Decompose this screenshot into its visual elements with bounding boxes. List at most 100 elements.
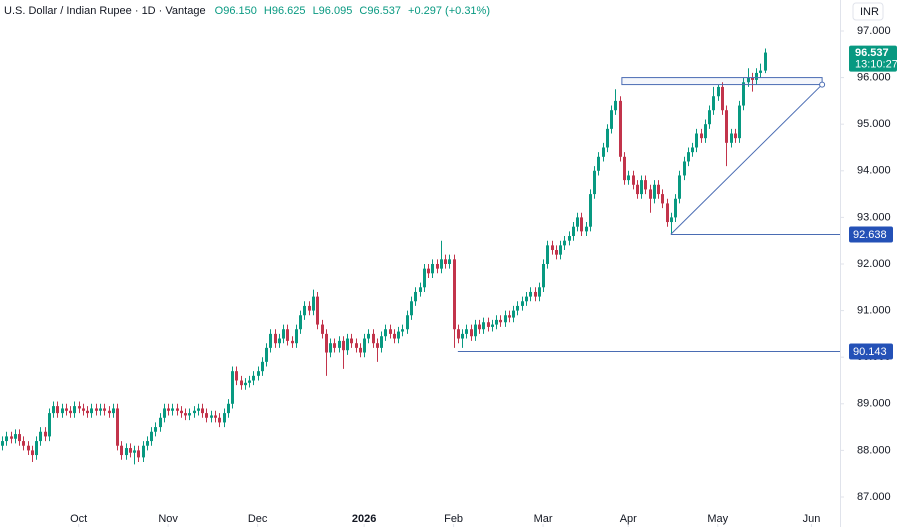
candle-body (146, 441, 149, 446)
candle-body (18, 434, 21, 442)
candle-body (482, 322, 485, 330)
candle-body (717, 86, 720, 97)
candle-body (580, 217, 583, 232)
candle-body (640, 180, 643, 195)
candle-body (39, 431, 42, 442)
candle-body (538, 287, 541, 297)
y-tick-label: 88.000 (857, 444, 891, 456)
candle-body (329, 343, 332, 353)
candle-body (619, 100, 622, 157)
close-value: C96.537 (359, 5, 401, 17)
candle-body (129, 448, 132, 453)
y-tick-label: 89.000 (857, 398, 891, 410)
y-tick-label: 97.000 (857, 25, 891, 37)
candle-body (649, 189, 652, 199)
x-tick-label: Mar (534, 513, 553, 525)
candle-body (44, 431, 47, 437)
currency-label[interactable]: INR (860, 6, 879, 18)
candle-body (495, 319, 498, 325)
x-tick-label: Nov (158, 513, 178, 525)
candle-body (674, 198, 677, 218)
candle-body (278, 338, 281, 344)
candle-body (384, 329, 387, 337)
candle-body (350, 338, 353, 344)
candle-body (666, 203, 669, 223)
candle-body (325, 333, 328, 353)
candle-body (52, 406, 55, 414)
candle-body (193, 410, 196, 414)
candle-body (14, 434, 17, 439)
y-tick-label: 92.000 (857, 258, 891, 270)
candle-body (282, 329, 285, 339)
candle-body (291, 340, 294, 344)
candle-body (22, 441, 25, 446)
candle-body (214, 415, 217, 418)
candle-body (589, 194, 592, 227)
header: U.S. Dollar / Indian Rupee · 1D · Vantag… (4, 5, 490, 17)
candle-body (423, 268, 426, 288)
candle-body (644, 180, 647, 190)
last-price-bg (849, 45, 897, 72)
candle-body (31, 450, 34, 456)
candle-body (393, 333, 396, 339)
candle-body (240, 380, 243, 386)
x-tick-label: May (707, 513, 728, 525)
candle-body (321, 324, 324, 334)
level-label: 92.638 (853, 229, 887, 241)
candle-body (65, 408, 68, 411)
y-tick-label: 91.000 (857, 304, 891, 316)
candle-body (359, 347, 362, 353)
candle-body (687, 152, 690, 162)
candle-body (376, 343, 379, 348)
candle-body (86, 410, 89, 414)
candle-body (150, 431, 153, 442)
candle-body (120, 445, 123, 456)
candle-body (274, 333, 277, 344)
candle-body (568, 236, 571, 241)
candle-body (299, 315, 302, 330)
candle-body (286, 329, 289, 341)
candle-body (444, 259, 447, 264)
candle-body (555, 250, 558, 255)
x-tick-label: 2026 (352, 513, 376, 525)
plot-area (1, 48, 840, 465)
candle-body (372, 333, 375, 344)
candle-body (401, 329, 404, 332)
level-label: 90.143 (853, 346, 887, 358)
candle-body (670, 217, 673, 223)
candle-body (487, 322, 490, 327)
y-tick-label: 94.000 (857, 165, 891, 177)
candle-body (154, 427, 157, 432)
candle-body (734, 133, 737, 139)
candle-body (27, 445, 30, 451)
level-label-bg (849, 343, 893, 360)
candle-body (231, 371, 234, 404)
candle-body (133, 450, 136, 453)
candle-body (218, 417, 221, 423)
currency-box[interactable] (852, 2, 884, 21)
candle-body (546, 245, 549, 264)
candle-body (355, 343, 358, 348)
candle-body (742, 82, 745, 106)
candle-body (474, 324, 477, 337)
candle-body (295, 329, 298, 344)
candle-body (180, 410, 183, 414)
candle-body (636, 184, 639, 195)
candle-body (210, 415, 213, 418)
candle-body (491, 324, 494, 327)
candle-body (585, 226, 588, 232)
candle-body (252, 375, 255, 381)
candle-body (312, 296, 315, 311)
candle-body (708, 110, 711, 125)
candle-body (683, 161, 686, 176)
candle-body (78, 406, 81, 409)
candle-body (521, 301, 524, 306)
candle-body (69, 410, 72, 414)
candle-body (653, 184, 656, 199)
candle-body (448, 259, 451, 264)
candle-body (61, 408, 64, 414)
candle-body (623, 156, 626, 181)
x-tick-label: Jun (803, 513, 821, 525)
y-tick-label: 93.000 (857, 211, 891, 223)
candle-body (593, 170, 596, 195)
